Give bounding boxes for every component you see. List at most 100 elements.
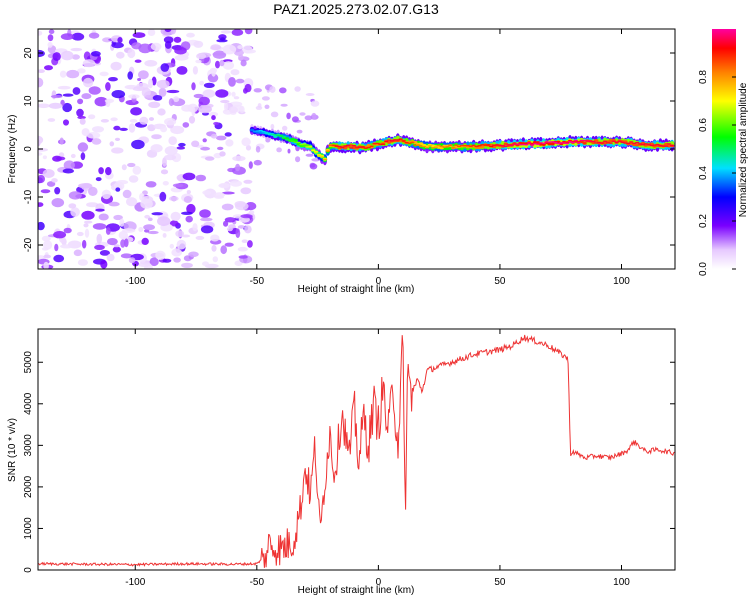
noise-blob [223, 220, 229, 227]
noise-blob [231, 29, 244, 36]
signal-cell [343, 146, 348, 150]
noise-blob [242, 45, 253, 54]
noise-blob [144, 60, 158, 67]
noise-blob [186, 203, 196, 214]
noise-blob [128, 257, 136, 264]
noise-blob [111, 147, 124, 154]
signal-cell [655, 143, 660, 146]
noise-blob [243, 179, 253, 184]
noise-blob [82, 59, 96, 68]
noise-blob [196, 53, 207, 60]
signal-cell [474, 145, 479, 148]
signal-cell [343, 145, 348, 147]
noise-blob [264, 104, 270, 110]
noise-blob [186, 32, 195, 38]
signal-cell [640, 144, 646, 146]
colorbar-label: Normalized spectral amplitude [738, 82, 749, 217]
noise-blob [204, 156, 215, 161]
noise-blob [72, 87, 81, 95]
noise-blob [171, 152, 182, 163]
noise-blob [213, 121, 220, 126]
spectrogram-noise-region [38, 29, 321, 269]
noise-blob [111, 90, 126, 99]
noise-blob [222, 44, 237, 55]
noise-blob [147, 217, 153, 222]
signal-cell [421, 145, 427, 148]
colorbar-ticks: 0.0 0.2 0.4 0.6 0.8 [698, 70, 736, 276]
noise-blob [233, 96, 240, 100]
noise-blob [59, 70, 67, 78]
noise-blob [238, 54, 244, 61]
y-tick-label: 20 [23, 47, 34, 59]
noise-blob [113, 125, 121, 131]
y-tick-label: -20 [23, 237, 34, 252]
noise-blob [138, 43, 152, 54]
noise-blob [88, 186, 98, 196]
noise-blob [100, 119, 109, 123]
noise-blob [198, 105, 212, 114]
noise-blob [78, 183, 93, 189]
noise-blob [48, 102, 63, 109]
noise-blob [51, 198, 65, 208]
noise-blob [240, 187, 252, 195]
noise-blob [239, 105, 245, 113]
colorbar: 0.0 0.2 0.4 0.6 0.8 Normalized spectral ampl… [698, 29, 749, 276]
noise-blob [43, 254, 51, 259]
noise-blob [84, 228, 90, 238]
noise-blob [60, 33, 74, 40]
signal-cell [308, 146, 313, 148]
noise-blob [169, 196, 179, 202]
signal-cell [349, 147, 354, 149]
signal-cell [398, 138, 403, 140]
x-tick-label: 50 [494, 276, 506, 287]
x-tick-label: 0 [376, 577, 382, 588]
signal-cell [634, 141, 640, 144]
noise-blob [77, 142, 89, 152]
noise-blob [38, 69, 45, 73]
noise-blob [228, 77, 236, 87]
noise-blob [183, 196, 192, 203]
noise-blob [185, 215, 193, 223]
signal-cell [360, 146, 365, 148]
noise-blob [220, 37, 226, 42]
noise-blob [73, 249, 83, 257]
noise-blob [162, 157, 167, 167]
signal-cell [617, 140, 622, 142]
noise-blob [98, 167, 104, 175]
noise-blob [79, 118, 86, 125]
signal-cell [570, 141, 576, 144]
noise-blob [62, 102, 73, 113]
noise-blob [116, 180, 129, 185]
signal-cell [448, 144, 453, 146]
noise-blob [202, 261, 209, 267]
noise-blob [291, 116, 299, 123]
noise-blob [48, 29, 55, 34]
noise-blob [192, 66, 198, 75]
noise-blob [279, 87, 287, 94]
noise-blob [92, 223, 107, 230]
signal-cell [556, 142, 561, 145]
noise-blob [164, 146, 178, 156]
noise-blob [77, 68, 86, 74]
x-tick-label: 100 [613, 577, 630, 588]
noise-blob [295, 156, 301, 163]
noise-blob [212, 256, 218, 263]
spectrogram-x-label: Height of straight line (km) [298, 284, 415, 295]
noise-blob [164, 154, 177, 161]
noise-blob [68, 203, 77, 209]
noise-blob [211, 115, 216, 121]
signal-cell [427, 145, 433, 147]
noise-blob [232, 155, 246, 162]
figure-title: PAZ1.2025.273.02.07.G13 [273, 1, 439, 17]
noise-blob [228, 106, 238, 114]
noise-blob [62, 93, 74, 97]
noise-blob [215, 135, 227, 141]
noise-blob [210, 44, 221, 51]
noise-blob [119, 218, 125, 227]
x-tick-label: -50 [250, 577, 265, 588]
signal-cell [576, 141, 581, 144]
noise-blob [120, 239, 126, 248]
noise-blob [169, 220, 179, 227]
noise-blob [43, 261, 49, 269]
noise-blob [68, 191, 82, 200]
